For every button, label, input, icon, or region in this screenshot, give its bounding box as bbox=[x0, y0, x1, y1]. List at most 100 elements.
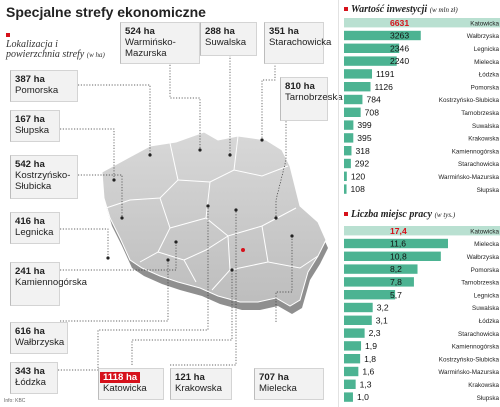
bar-Krakowska bbox=[344, 379, 356, 389]
bullet-square-icon bbox=[344, 212, 348, 216]
category-label: Suwalska bbox=[472, 305, 499, 312]
zone-area: 542 ha bbox=[15, 159, 45, 170]
value-label: 7,8 bbox=[390, 277, 402, 287]
category-label: Krakowska bbox=[468, 136, 499, 143]
bar-Wałbrzyska bbox=[344, 30, 421, 41]
poland-map bbox=[101, 131, 327, 307]
zone-box-kostrzynsko-slubicka: 542 ha Kostrzyńsko-Słubicka bbox=[10, 155, 78, 199]
investment-title-text: Wartość inwestycji bbox=[351, 4, 428, 15]
category-label: Katowicka bbox=[470, 228, 499, 235]
value-label: 399 bbox=[357, 120, 372, 130]
bar-Tarnobrzeska bbox=[344, 107, 361, 117]
value-label: 1,9 bbox=[365, 341, 377, 351]
category-label: Kostrzyńsko-Słubicka bbox=[439, 97, 500, 104]
zone-box-legnicka: 416 ha Legnicka bbox=[10, 212, 60, 244]
value-label: 2240 bbox=[390, 56, 409, 66]
region-borders bbox=[105, 135, 319, 291]
zone-box-slupska: 167 ha Słupska bbox=[10, 110, 60, 142]
bar-Starachowicka bbox=[344, 158, 351, 169]
category-label: Starachowicka bbox=[458, 161, 499, 168]
zone-name: Tarnobrzeska bbox=[285, 92, 343, 103]
zone-name: Pomorska bbox=[15, 85, 59, 96]
category-label: Łódzka bbox=[479, 72, 500, 79]
bar-track bbox=[344, 94, 500, 105]
bar-track bbox=[344, 184, 500, 194]
zone-area: 707 ha bbox=[259, 372, 289, 383]
value-label: 318 bbox=[355, 146, 370, 156]
bar-Legnicka bbox=[344, 43, 400, 53]
value-label: 3,1 bbox=[376, 315, 388, 325]
category-label: Tarnobrzeska bbox=[461, 110, 499, 117]
bar-track bbox=[344, 354, 500, 364]
zone-area: 241 ha bbox=[15, 266, 45, 277]
bullet-square-icon bbox=[6, 33, 10, 37]
zone-area: 167 ha bbox=[15, 114, 45, 125]
zone-box-tarnobrzeska: 810 ha Tarnobrzeska bbox=[280, 77, 343, 121]
category-label: Pomorska bbox=[471, 267, 500, 274]
category-label: Starachowicka bbox=[458, 331, 499, 338]
zone-area: 810 ha bbox=[285, 81, 315, 92]
jobs-bar-chart: 17,4 Katowicka 11,6 Mielecka 10,8 Wałbrzyska 8… bbox=[344, 226, 500, 402]
bar-Suwalska bbox=[344, 302, 373, 313]
zone-box-walbrzyska: 616 ha Wałbrzyska bbox=[10, 322, 68, 354]
bar-track bbox=[344, 328, 500, 338]
bar-track bbox=[344, 146, 500, 156]
zone-area: 121 ha bbox=[175, 372, 205, 383]
bar-track bbox=[344, 264, 500, 274]
zone-name: Kamiennogórska bbox=[15, 277, 87, 288]
bar-track bbox=[344, 302, 500, 313]
category-label: Mielecka bbox=[474, 59, 499, 66]
jobs-unit: (w tys.) bbox=[434, 211, 456, 219]
investment-bar-chart: 6631 Katowicka 3263 Wałbrzyska 2346 Legnicka 2… bbox=[344, 18, 500, 194]
bar-Katowicka bbox=[344, 18, 500, 28]
zone-name: Katowicka bbox=[103, 383, 147, 394]
zone-box-katowicka: 1118 ha Katowicka bbox=[98, 368, 164, 400]
zone-area: 343 ha bbox=[15, 366, 45, 377]
zone-box-kamiennogorska: 241 ha Kamiennogórska bbox=[10, 262, 87, 306]
jobs-chart-title: Liczba miejsc pracy (w tys.) bbox=[344, 209, 455, 220]
bar-Wałbrzyska bbox=[344, 251, 441, 261]
value-label: 292 bbox=[355, 159, 370, 169]
bar-track bbox=[344, 366, 500, 377]
map-subtitle: Lokalizacja i powierzchnia strefy (w ha) bbox=[6, 30, 106, 60]
zone-name: Kostrzyńsko-Słubicka bbox=[15, 170, 71, 192]
bar-track bbox=[344, 82, 500, 92]
map-subtitle-text: Lokalizacja i powierzchnia strefy bbox=[6, 39, 85, 60]
bar-track bbox=[344, 158, 500, 169]
bar-track bbox=[344, 277, 500, 287]
panel-separator bbox=[338, 0, 339, 407]
category-label: Pomorska bbox=[471, 84, 500, 91]
zone-name: Wałbrzyska bbox=[15, 337, 65, 348]
bar-track bbox=[344, 43, 500, 53]
category-label: Kostrzyńsko-Słubicka bbox=[439, 356, 500, 363]
investment-chart-title: Wartość inwestycji (w mln zł) bbox=[344, 4, 458, 15]
category-label: Kamiennogórska bbox=[452, 148, 500, 155]
bar-track bbox=[344, 290, 500, 300]
bar-Tarnobrzeska bbox=[344, 277, 414, 287]
bar-track bbox=[344, 107, 500, 117]
zone-name: Starachowicka bbox=[269, 37, 332, 48]
bar-track bbox=[344, 171, 500, 181]
bar-Legnicka bbox=[344, 290, 396, 300]
zone-box-warminsko-mazurska: 524 ha Warmińsko-Mazurska bbox=[120, 22, 200, 64]
bar-Krakowska bbox=[344, 133, 354, 143]
zone-name: Krakowska bbox=[175, 383, 222, 394]
value-label: 17,4 bbox=[390, 226, 407, 236]
map-subtitle-unit: (w ha) bbox=[86, 51, 105, 59]
category-label: Wałbrzyska bbox=[467, 33, 500, 40]
jobs-title-text: Liczba miejsc pracy bbox=[351, 209, 433, 220]
zone-box-mielecka: 707 ha Mielecka bbox=[254, 368, 324, 400]
map-graphic bbox=[58, 55, 328, 371]
bar-Katowicka bbox=[344, 226, 500, 236]
zone-area: 288 ha bbox=[205, 26, 235, 37]
value-label: 120 bbox=[351, 171, 366, 181]
bar-track bbox=[344, 392, 500, 402]
category-label: Katowicka bbox=[470, 20, 499, 27]
value-label: 11,6 bbox=[390, 239, 406, 249]
zone-box-suwalska: 288 ha Suwalska bbox=[200, 22, 257, 56]
zone-box-pomorska: 387 ha Pomorska bbox=[10, 70, 78, 102]
bar-Kamiennogórska bbox=[344, 341, 362, 351]
value-label: 2,3 bbox=[369, 328, 381, 338]
value-label: 784 bbox=[366, 95, 381, 105]
value-label: 3263 bbox=[390, 31, 409, 41]
